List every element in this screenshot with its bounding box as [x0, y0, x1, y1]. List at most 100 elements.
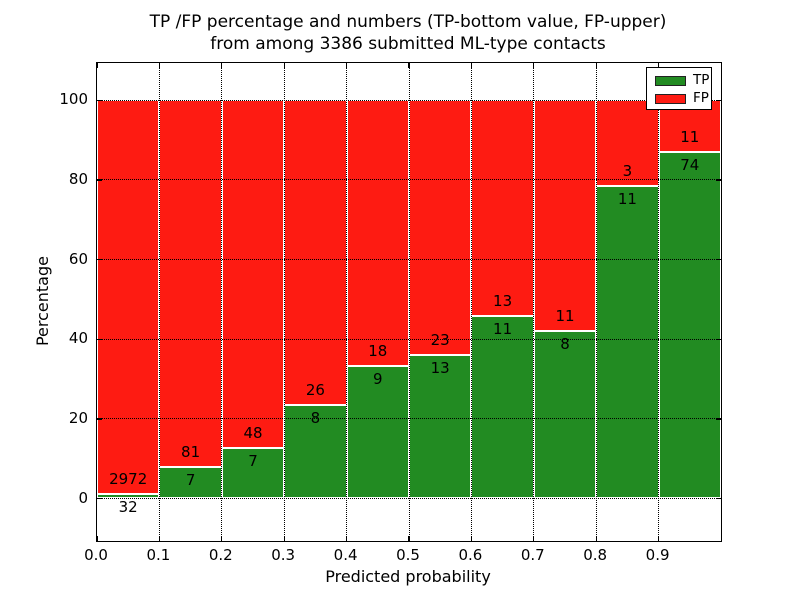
bar-label-tp: 9 [373, 369, 383, 388]
x-tick-mark [470, 536, 473, 541]
legend-fp-label: FP [693, 90, 709, 106]
x-tick-mark [221, 536, 223, 541]
gridline-vertical [158, 63, 160, 541]
legend: TP FP [646, 67, 712, 110]
x-tick-mark [283, 63, 285, 68]
y-tick-mark [97, 99, 102, 101]
y-tick-mark [716, 497, 721, 500]
chart-title: TP /FP percentage and numbers (TP-bottom… [96, 11, 720, 55]
bar-segment-fp [533, 100, 597, 331]
y-tick-label: 80 [68, 169, 88, 188]
bar-segment-tp [221, 447, 285, 499]
bar-segment-fp [97, 100, 160, 495]
gridline-vertical [533, 63, 535, 541]
bar-label-tp: 7 [248, 451, 258, 470]
bar-segment-tp [409, 354, 472, 499]
y-tick-mark [97, 497, 102, 500]
x-tick-mark [595, 536, 597, 541]
bar-label-fp: 48 [243, 423, 263, 442]
x-tick-mark [158, 536, 161, 541]
bar-label-fp: 23 [430, 330, 450, 349]
bar-segment-fp [596, 100, 659, 186]
gridline-vertical [470, 63, 472, 541]
x-tick-mark [533, 63, 535, 68]
x-tick-label: 0.3 [271, 546, 296, 564]
legend-item-tp: TP [655, 72, 711, 89]
bar-label-fp: 26 [305, 380, 325, 399]
x-tick-mark [283, 536, 285, 541]
gridline-vertical [221, 63, 223, 541]
x-tick-mark [657, 63, 660, 68]
y-tick-label: 40 [68, 329, 88, 348]
bar-segment-fp [346, 100, 409, 366]
chart-title-line1: TP /FP percentage and numbers (TP-bottom… [149, 12, 667, 32]
y-tick-mark [716, 418, 721, 420]
bar-label-fp: 18 [368, 341, 388, 360]
bar-segment-tp [159, 466, 222, 499]
bar-segment-tp [533, 330, 597, 499]
y-tick-mark [97, 179, 102, 181]
y-tick-label: 0 [78, 488, 88, 507]
plot-area: 2972 32 81 7 48 7 26 8 18 9 23 13 13 11 11 8 3 11 11 74 [97, 63, 721, 541]
x-tick-mark [408, 536, 410, 541]
bar-segment-fp [409, 100, 472, 355]
legend-item-fp: FP [655, 90, 711, 107]
y-axis-label: Percentage [33, 256, 52, 347]
x-tick-mark [408, 63, 410, 68]
x-tick-mark [533, 536, 535, 541]
gridline-vertical [408, 63, 410, 541]
gridline-vertical [658, 63, 660, 541]
y-tick-label: 20 [68, 408, 88, 427]
bar-label-tp: 11 [617, 189, 637, 208]
bar-label-fp: 11 [555, 306, 575, 325]
x-axis-label: Predicted probability [325, 567, 491, 586]
x-tick-label: 0.9 [645, 546, 670, 564]
y-tick-mark [97, 418, 102, 420]
gridline-vertical [595, 63, 597, 541]
x-tick-mark [657, 536, 660, 541]
chart-title-line2: from among 3386 submitted ML-type contac… [210, 34, 606, 54]
x-tick-mark [345, 536, 348, 541]
bar-segment-tp [97, 494, 160, 499]
bar-segment-fp [159, 100, 222, 467]
x-tick-mark [470, 63, 473, 68]
bar-label-tp: 11 [493, 319, 513, 338]
bar-label-fp: 3 [622, 161, 633, 180]
x-tick-mark [595, 63, 597, 68]
bar-segment-tp [596, 185, 659, 499]
bar-segment-fp [471, 100, 534, 316]
bar-segment-fp [221, 100, 285, 448]
legend-tp-label: TP [693, 72, 710, 88]
x-tick-label: 0.0 [84, 546, 108, 564]
x-tick-label: 0.6 [458, 546, 483, 564]
x-tick-mark [221, 63, 223, 68]
bar-segment-fp [284, 100, 347, 405]
legend-fp-swatch-icon [655, 93, 686, 104]
bar-label-fp: 81 [181, 442, 201, 461]
gridline-vertical [346, 63, 348, 541]
bar-label-tp: 74 [680, 155, 700, 174]
bar-segment-tp [658, 151, 721, 499]
gridline-vertical [283, 63, 285, 541]
bar-label-tp: 13 [430, 358, 450, 377]
x-tick-label: 0.2 [208, 546, 233, 564]
y-tick-label: 60 [68, 249, 88, 268]
bar-label-tp: 32 [118, 498, 138, 517]
y-tick-mark [716, 179, 721, 181]
bar-label-tp: 7 [185, 470, 196, 489]
x-tick-label: 0.8 [583, 546, 608, 564]
x-tick-label: 0.1 [146, 546, 171, 564]
bar-segment-tp [284, 404, 347, 499]
x-tick-label: 0.4 [333, 546, 358, 564]
bar-label-fp: 2972 [109, 470, 148, 489]
x-tick-mark [96, 63, 98, 68]
x-tick-mark [345, 63, 348, 68]
bar-label-tp: 8 [310, 408, 321, 427]
y-tick-mark [716, 338, 721, 340]
x-tick-mark [158, 63, 161, 68]
y-tick-mark [97, 258, 102, 261]
y-tick-mark [716, 258, 721, 261]
y-tick-mark [97, 338, 102, 340]
x-tick-mark [96, 536, 98, 541]
bar-segment-tp [346, 365, 409, 499]
